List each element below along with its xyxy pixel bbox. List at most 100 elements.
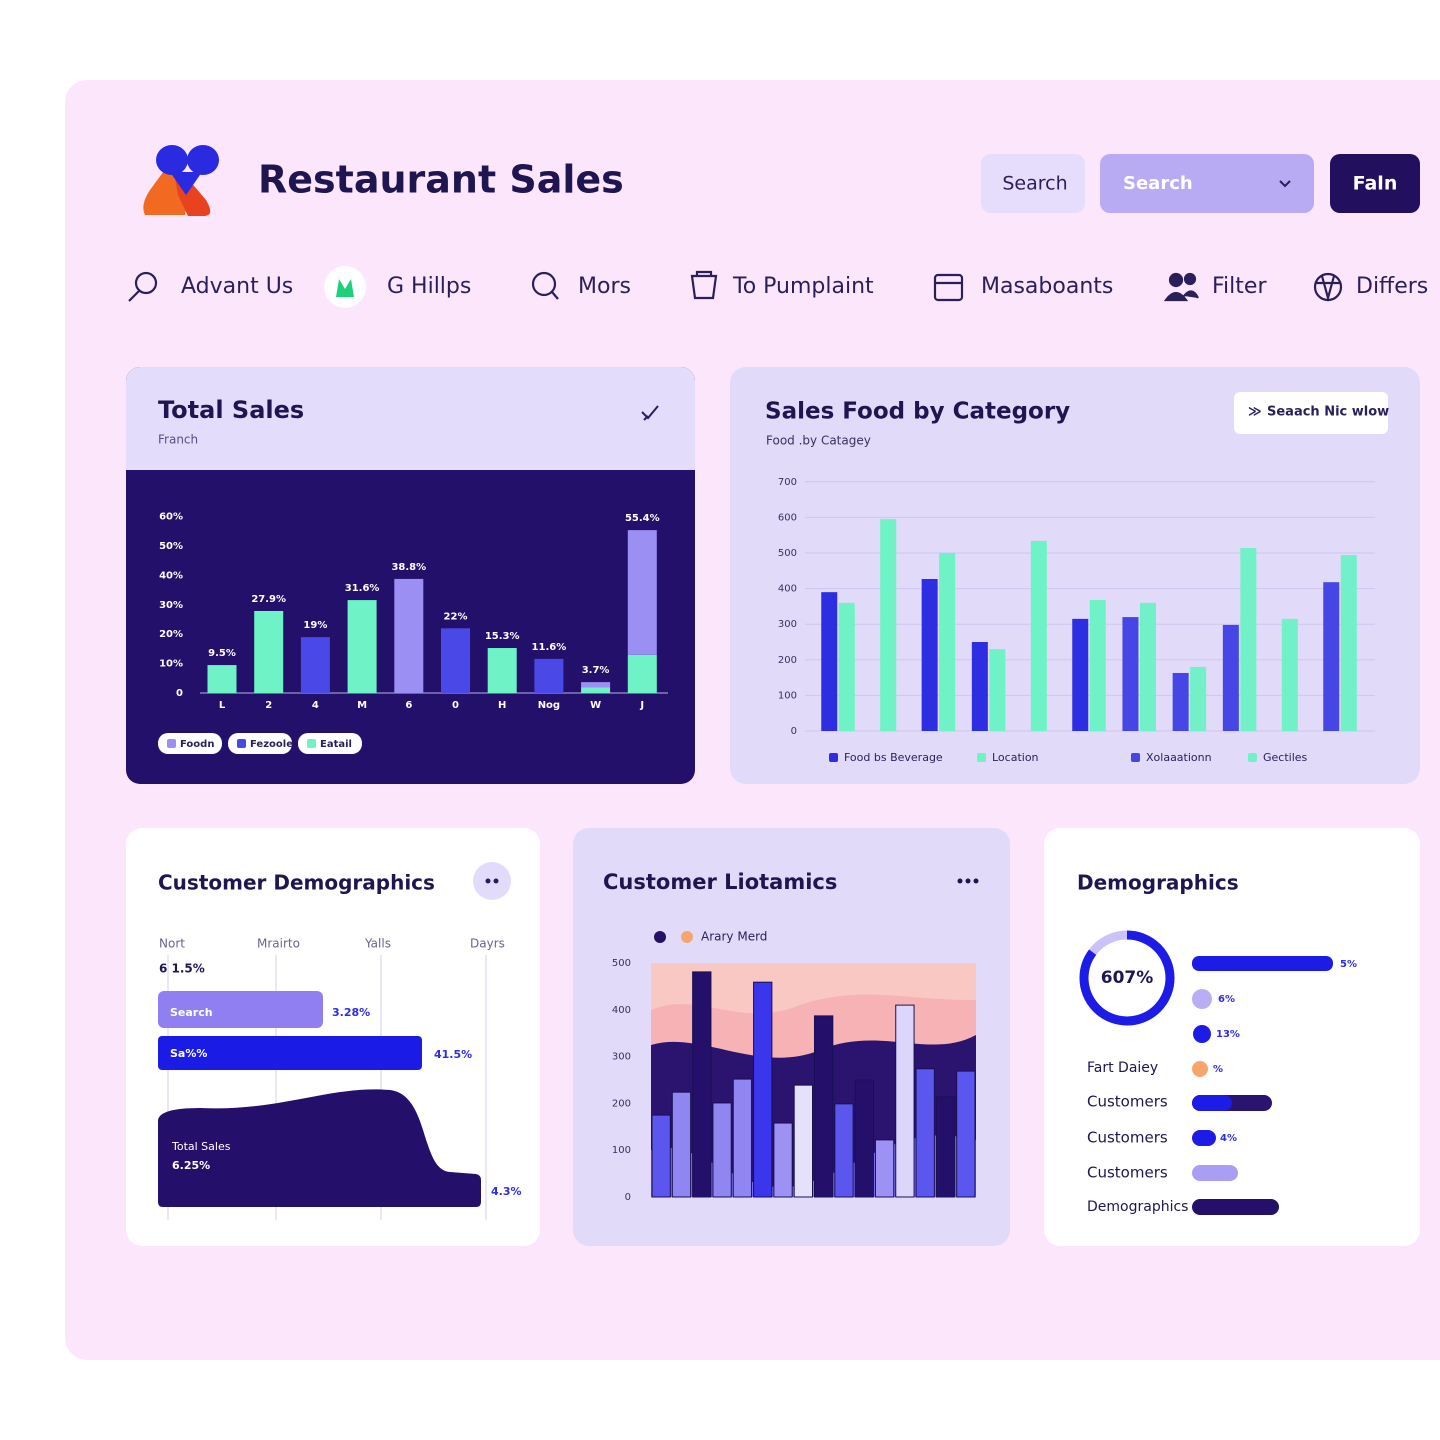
filter-icon: ≫ [1248, 405, 1262, 420]
search-button-label: Search [1002, 173, 1067, 195]
bar [838, 602, 855, 731]
bar [1072, 618, 1089, 731]
area-label: Total Sales [171, 1140, 231, 1153]
bar [1222, 624, 1239, 731]
nav-badge-icon [336, 279, 354, 297]
y-tick-label: 300 [778, 619, 797, 630]
y-tick-label: 40% [159, 570, 183, 581]
bar [627, 530, 657, 655]
indicator-dot [1192, 1061, 1208, 1077]
x-tick-label: 6 [405, 700, 412, 711]
row-bar [1192, 1165, 1238, 1181]
bar [732, 1078, 753, 1198]
logo [143, 145, 219, 216]
bar [895, 1004, 915, 1198]
y-tick-label: 200 [778, 655, 797, 666]
row-label: Customers [1087, 1093, 1168, 1111]
bar [1240, 548, 1257, 731]
bar [854, 1079, 874, 1198]
indicator-value: 13% [1216, 1029, 1240, 1040]
legend-swatch [1248, 753, 1257, 762]
legend-swatch [237, 739, 246, 748]
legend-swatch [307, 739, 316, 748]
row-value: 4% [1220, 1133, 1237, 1144]
indicator-dot [1192, 989, 1212, 1009]
bar [989, 649, 1006, 731]
y-tick-label: 60% [159, 512, 183, 523]
y-tick-label: 0 [791, 726, 797, 737]
search-button[interactable] [981, 154, 1085, 213]
nav-item[interactable]: Advant Us [181, 274, 293, 299]
action-button[interactable] [1330, 154, 1420, 213]
action-button-label: Faln [1353, 173, 1398, 195]
more-button[interactable] [473, 862, 511, 900]
card-title: Sales Food by Category [765, 399, 1070, 425]
legend-swatch [977, 753, 986, 762]
bar [793, 1084, 813, 1198]
nav-item[interactable]: Differs [1356, 274, 1428, 299]
bar [1030, 540, 1047, 731]
bar [834, 1103, 854, 1198]
bar [627, 654, 657, 693]
dot [493, 878, 499, 884]
nav-item[interactable]: Mors [578, 274, 631, 299]
indicator-value: % [1213, 1064, 1223, 1075]
donut-arc [1079, 930, 1175, 1026]
y-tick-label: 0 [176, 688, 183, 699]
x-tick-label: 0 [452, 700, 459, 711]
card-subtitle: Franch [158, 433, 198, 447]
row-label: Customers [1087, 1129, 1168, 1147]
y-tick-label: 400 [612, 1005, 631, 1016]
bar [671, 1091, 692, 1198]
indicator-value: 6% [1218, 994, 1235, 1005]
bar [581, 682, 611, 688]
search-select-label: Search [1123, 173, 1193, 194]
search-select[interactable] [1100, 154, 1314, 213]
bar [880, 519, 897, 731]
data-label: 3.7% [582, 665, 610, 676]
y-tick-label: 500 [778, 548, 797, 559]
nav-item[interactable]: Masaboants [981, 274, 1113, 299]
more-button[interactable] [957, 878, 979, 884]
bar [441, 628, 470, 693]
legend-swatch [681, 931, 693, 943]
legend-swatch [167, 739, 176, 748]
x-tick-label: W [590, 700, 601, 711]
x-tick-label: M [357, 700, 367, 711]
check-icon[interactable] [641, 405, 659, 421]
row-label: Fart Daiey [1087, 1060, 1158, 1076]
chevron [1279, 180, 1291, 188]
y-tick-label: 20% [159, 629, 183, 640]
bar-value: 3.28% [332, 1006, 370, 1019]
y-tick-label: 30% [159, 600, 183, 611]
bar-label: Search [170, 1006, 213, 1019]
bar [1172, 672, 1189, 731]
area-end-value: 4.3% [491, 1185, 522, 1198]
nav-item[interactable]: Filter [1212, 274, 1267, 299]
data-label: 31.6% [345, 583, 380, 594]
bar-label: Sa%% [170, 1047, 207, 1060]
bar [712, 1102, 732, 1198]
bar [651, 1114, 671, 1198]
bar [1139, 602, 1156, 731]
y-tick-label: 500 [612, 958, 631, 969]
nav-item[interactable]: G Hillps [387, 274, 471, 299]
nav-item[interactable]: To Pumplaint [732, 274, 874, 299]
filter-button[interactable] [1234, 392, 1388, 434]
column-label: Yalls [364, 937, 391, 951]
bar [939, 553, 956, 731]
x-tick-label: L [219, 700, 226, 711]
bar [971, 642, 988, 731]
legend-label: Foodn [180, 739, 214, 750]
x-tick-label: 4 [312, 700, 319, 711]
y-tick-label: 100 [612, 1145, 631, 1156]
legend-label: Arary Merd [701, 930, 767, 944]
filter-button-label: Seaach Nic wlow [1267, 405, 1389, 420]
y-tick-label: 10% [159, 659, 183, 670]
bar [773, 1122, 793, 1198]
bar [753, 981, 773, 1198]
row-bar [1192, 1130, 1216, 1146]
x-tick-label: 2 [265, 700, 272, 711]
bar [347, 600, 377, 693]
